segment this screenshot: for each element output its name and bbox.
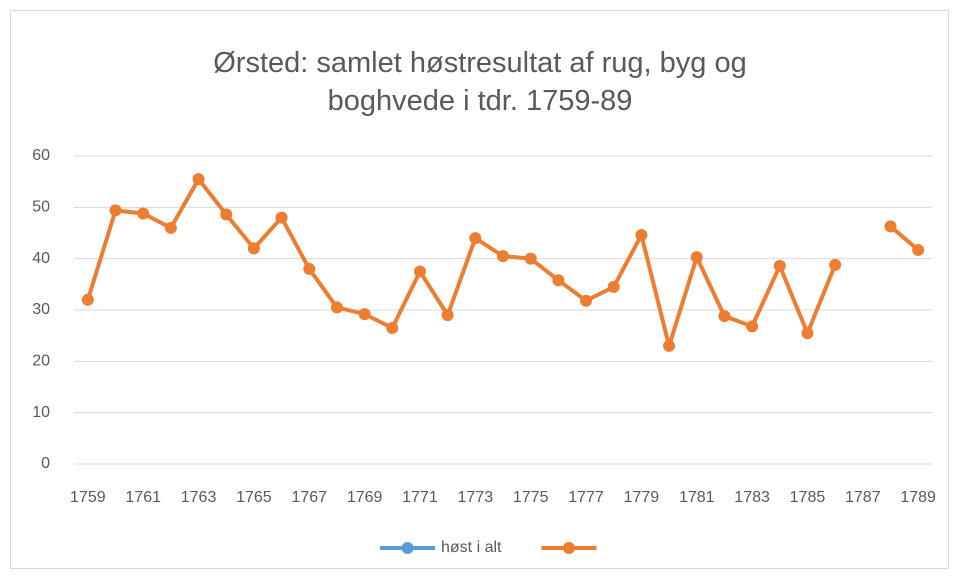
point (413, 265, 426, 278)
x-tick-label: 1787 (845, 489, 881, 506)
point (220, 208, 233, 221)
y-tick-label: 60 (32, 147, 50, 164)
x-tick-label: 1777 (568, 489, 604, 506)
point (718, 310, 731, 323)
x-tick-label: 1785 (790, 489, 826, 506)
point (884, 220, 897, 233)
x-tick-label: 1767 (291, 489, 327, 506)
point (607, 280, 620, 293)
point (663, 339, 676, 352)
x-tick-label: 1763 (181, 489, 217, 506)
point (441, 309, 454, 322)
x-tick-label: 1771 (402, 489, 438, 506)
x-tick-label: 1789 (900, 489, 936, 506)
point (829, 258, 842, 271)
chart-title: Ørsted: samlet høstresultat af rug, byg … (213, 47, 747, 117)
x-tick-label: 1761 (125, 489, 161, 506)
point (303, 262, 316, 275)
point (469, 232, 482, 245)
point (580, 294, 593, 307)
point (552, 274, 565, 287)
point (275, 211, 288, 224)
x-tick-label: 1775 (513, 489, 549, 506)
point (330, 301, 343, 314)
x-tick-label: 1783 (734, 489, 770, 506)
chart-border (10, 10, 949, 569)
y-tick-label: 20 (32, 353, 50, 370)
point (801, 327, 814, 340)
legend-marker (401, 542, 414, 554)
y-tick-label: 40 (32, 250, 50, 267)
point (773, 259, 786, 272)
point (164, 221, 177, 234)
point (497, 250, 509, 263)
y-tick-label: 50 (32, 199, 50, 216)
x-tick-label: 1769 (347, 489, 383, 506)
point (386, 321, 399, 334)
x-tick-label: 1781 (679, 489, 715, 506)
legend-label: høst i alt (441, 539, 502, 556)
point (81, 293, 94, 306)
point (109, 204, 122, 217)
point (137, 207, 150, 220)
y-tick-label: 10 (32, 404, 50, 421)
point (524, 252, 537, 265)
point (192, 173, 205, 186)
x-tick-label: 1773 (458, 489, 494, 506)
legend-marker (562, 542, 575, 554)
x-tick-label: 1765 (236, 489, 272, 506)
y-tick-label: 30 (32, 301, 50, 318)
point (746, 320, 759, 333)
point (247, 242, 260, 255)
x-tick-label: 1759 (70, 489, 106, 506)
point (690, 251, 703, 264)
x-tick-label: 1779 (624, 489, 660, 506)
series-line (85, 177, 920, 348)
point (912, 243, 925, 256)
point (635, 229, 648, 242)
y-tick-label: 0 (41, 455, 50, 472)
point (358, 308, 371, 321)
